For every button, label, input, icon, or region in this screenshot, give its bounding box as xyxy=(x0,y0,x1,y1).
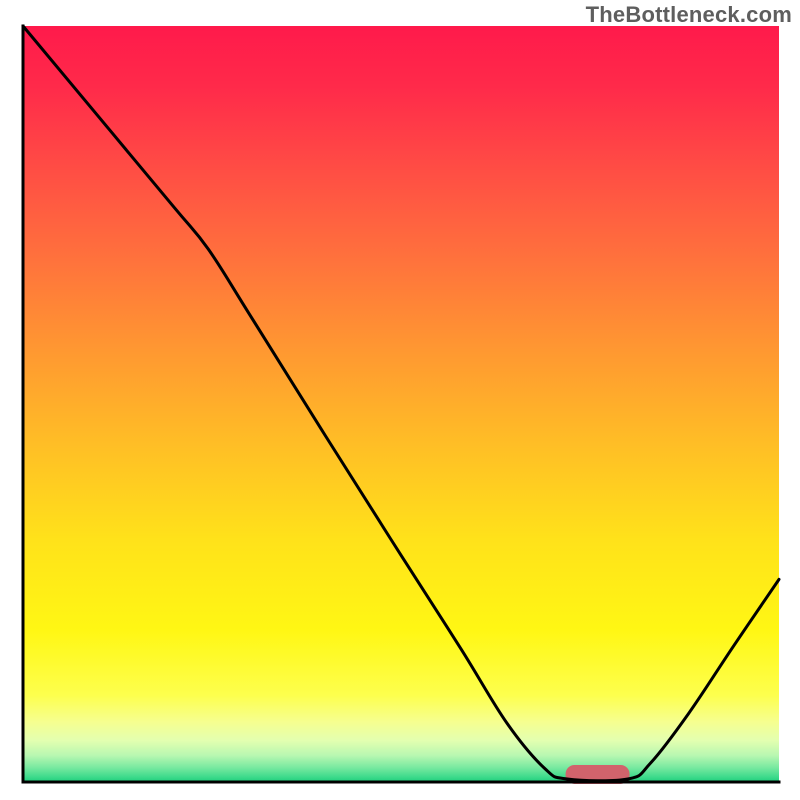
chart-stage: TheBottleneck.com xyxy=(0,0,800,800)
gradient-background xyxy=(23,26,779,782)
watermark-text: TheBottleneck.com xyxy=(586,2,792,28)
chart-svg xyxy=(0,0,800,800)
